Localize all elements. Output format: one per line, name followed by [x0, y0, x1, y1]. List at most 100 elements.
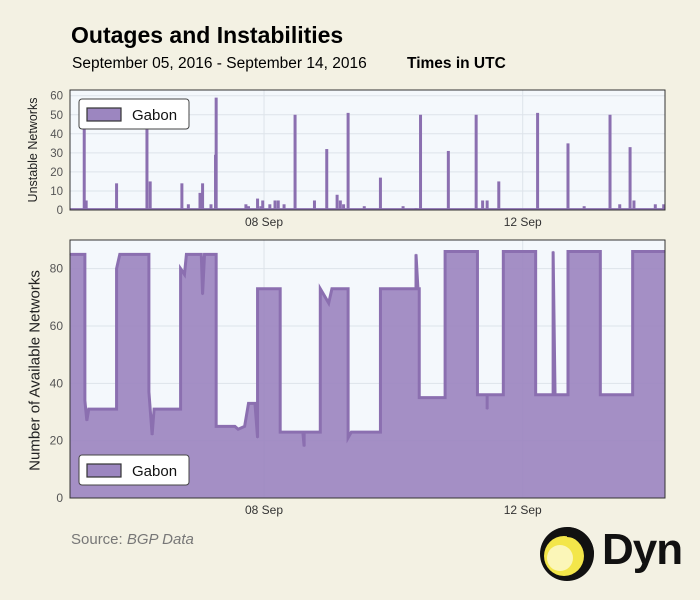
series-point [418, 288, 420, 290]
series-point [237, 428, 239, 430]
series-point [554, 394, 556, 396]
series-point [179, 268, 182, 270]
available-networks-chart: 0 20 40 60 80 08 Sep 12 Sep Gabon [50, 239, 666, 517]
series-point [244, 425, 246, 427]
series-point [153, 408, 155, 410]
legend-swatch [86, 107, 122, 122]
series-point [179, 408, 182, 410]
y-tick-label: 0 [56, 491, 63, 505]
series-point [486, 408, 488, 410]
series-point [84, 399, 86, 402]
legend-label: Gabon [132, 107, 177, 124]
series-point [417, 288, 419, 290]
x-tick-label: 12 Sep [504, 503, 542, 517]
legend-label: Gabon [132, 463, 177, 480]
source-value: BGP Data [126, 531, 194, 548]
series-point [279, 431, 281, 433]
plot-frame [69, 239, 666, 499]
series-point [331, 288, 333, 290]
plot-frame [69, 89, 666, 211]
y-tick-label: 20 [50, 167, 63, 179]
y-tick-label: 0 [57, 205, 63, 217]
series-point [254, 402, 256, 404]
series-point [185, 253, 188, 255]
series-point [215, 253, 217, 255]
series-point [183, 273, 186, 275]
dyn-logo-icon [540, 527, 594, 581]
y-tick-label: 30 [50, 148, 63, 160]
series-point [115, 408, 118, 410]
series-point [415, 288, 417, 290]
series-point [379, 288, 382, 290]
series-point [599, 394, 601, 396]
legend-swatch [86, 463, 122, 478]
series-point [302, 431, 304, 433]
series-point [151, 434, 153, 436]
series-point [347, 288, 349, 290]
series-point [319, 431, 321, 433]
series-point [256, 437, 259, 439]
series-point [350, 431, 352, 433]
y-tick-label: 60 [50, 319, 64, 333]
y-tick-label: 40 [50, 376, 64, 390]
series-point [567, 250, 569, 253]
series-point [148, 391, 150, 393]
series-point [201, 293, 204, 296]
series-point [476, 250, 479, 253]
y-tick-label: 10 [50, 186, 63, 198]
series-point [200, 253, 202, 255]
y-tick-label: 50 [50, 110, 63, 122]
series-point [415, 253, 417, 255]
series-point [279, 288, 281, 290]
series-point [379, 431, 382, 433]
series-point [319, 288, 321, 290]
series-point [84, 253, 86, 255]
y-tick-label: 60 [50, 91, 63, 103]
x-tick-label: 12 Sep [504, 215, 542, 229]
series-point [215, 425, 217, 427]
series-point [418, 397, 420, 399]
series-point [328, 302, 330, 304]
series-point [476, 394, 479, 396]
series-area [70, 251, 665, 498]
y-tick-label: 20 [50, 434, 64, 448]
series-point [632, 394, 634, 396]
series-point [599, 250, 601, 253]
series-point [88, 408, 90, 410]
series-point [567, 394, 569, 396]
series-point [303, 431, 305, 433]
series-point [502, 250, 504, 253]
series-point [86, 420, 88, 422]
unstable-networks-chart: 0 10 20 30 40 50 60 08 Sep 12 Sep Gabon [50, 89, 666, 229]
series-point [632, 250, 634, 253]
series-point [444, 250, 446, 253]
series-point [203, 253, 206, 255]
series-point [119, 253, 121, 255]
series-point [347, 437, 349, 439]
series-point [502, 394, 504, 396]
x-tick-label: 08 Sep [245, 503, 283, 517]
y-tick-label: 80 [50, 262, 64, 276]
timezone-note: Times in UTC [407, 55, 506, 72]
series-point [535, 394, 537, 396]
series-point [148, 253, 150, 255]
series-point [247, 402, 250, 404]
series-point [535, 250, 537, 253]
source-note: Source: BGP Data [71, 531, 194, 548]
dyn-wordmark: Dyn [602, 525, 683, 574]
series-point [303, 445, 305, 447]
series-point [552, 394, 554, 396]
series-point [256, 288, 259, 290]
series-point [486, 394, 488, 396]
source-label: Source: [71, 531, 123, 548]
series-line [70, 249, 665, 447]
series-point [444, 397, 446, 399]
y-tick-label: 40 [50, 129, 63, 141]
series-point [234, 425, 236, 427]
series-point [552, 250, 554, 253]
date-range: September 05, 2016 - September 14, 2016 [72, 55, 367, 72]
x-tick-label: 08 Sep [245, 215, 283, 229]
series-point [115, 268, 118, 270]
chart-title: Outages and Instabilities [71, 22, 344, 48]
